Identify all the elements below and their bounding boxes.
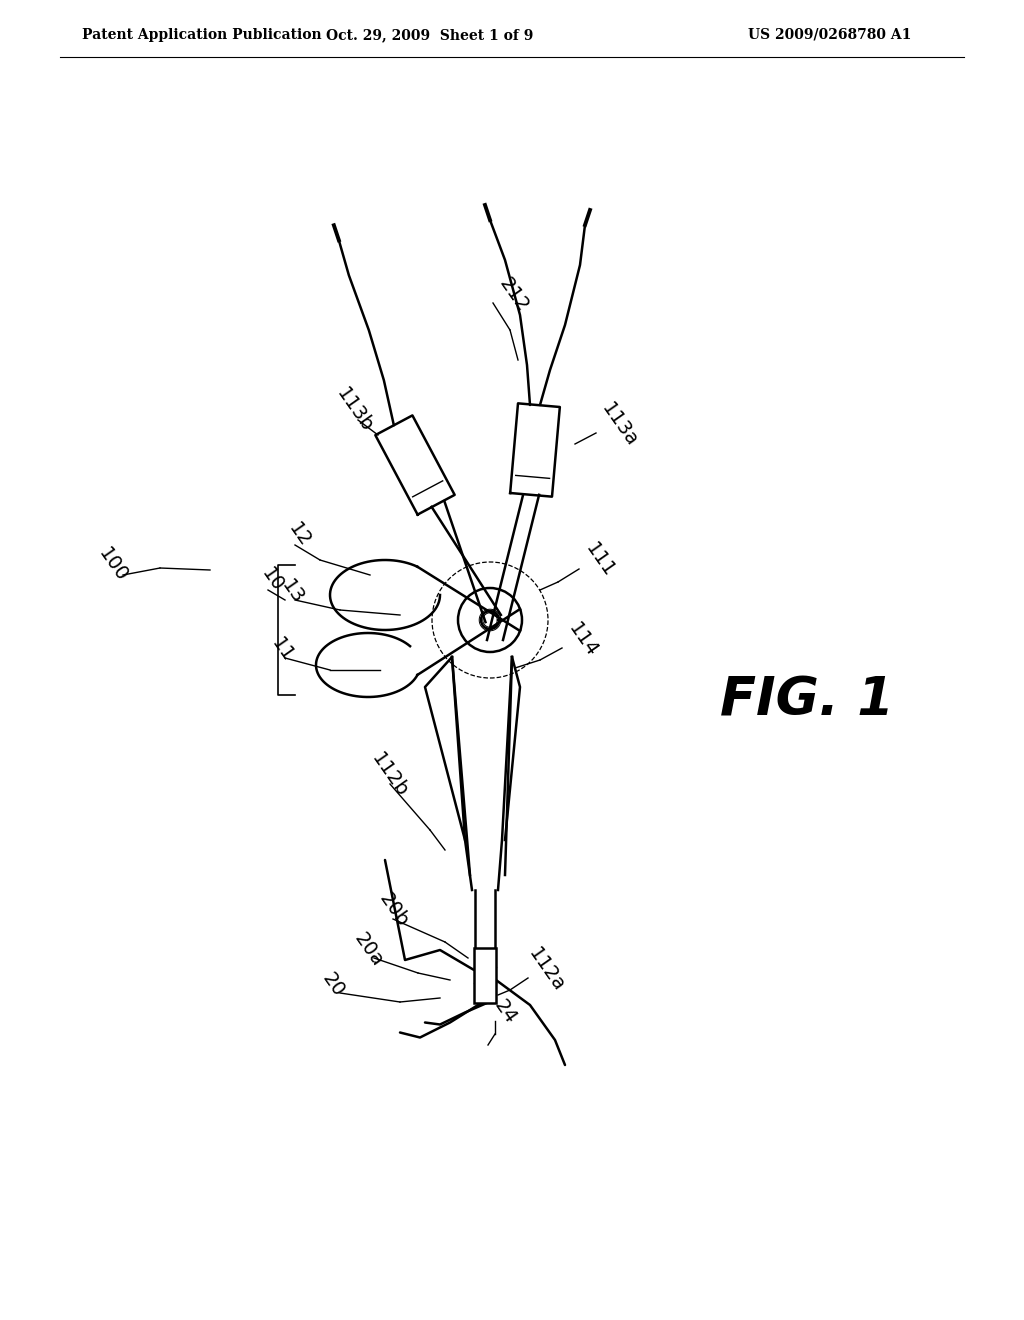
Text: 113a: 113a xyxy=(598,400,642,450)
Text: 212: 212 xyxy=(495,275,531,315)
Text: 20a: 20a xyxy=(350,929,386,970)
Text: 12: 12 xyxy=(285,519,314,550)
Text: 20b: 20b xyxy=(375,890,412,931)
Text: 20: 20 xyxy=(318,969,348,1001)
Text: US 2009/0268780 A1: US 2009/0268780 A1 xyxy=(749,28,911,42)
Bar xyxy=(474,948,496,1002)
Text: 13: 13 xyxy=(278,577,308,607)
Text: Patent Application Publication: Patent Application Publication xyxy=(82,28,322,42)
Text: 24: 24 xyxy=(490,997,520,1027)
Text: 100: 100 xyxy=(95,544,132,586)
Text: FIG. 1: FIG. 1 xyxy=(720,675,894,726)
Text: 112b: 112b xyxy=(368,750,412,801)
Text: 113b: 113b xyxy=(333,384,377,436)
Text: 10: 10 xyxy=(258,565,288,595)
Text: 112a: 112a xyxy=(525,945,568,995)
Text: 111: 111 xyxy=(582,540,618,581)
Text: Oct. 29, 2009  Sheet 1 of 9: Oct. 29, 2009 Sheet 1 of 9 xyxy=(327,28,534,42)
Text: 11: 11 xyxy=(268,635,298,665)
Text: 114: 114 xyxy=(565,619,602,660)
